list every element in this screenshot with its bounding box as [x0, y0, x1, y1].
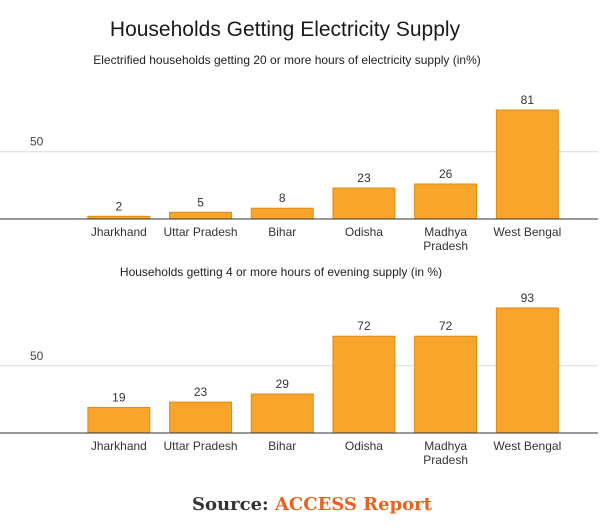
c1-value-label-1: 5 — [197, 195, 204, 209]
c2-bar-2 — [250, 393, 314, 434]
c1-category-label-2: Bihar — [268, 225, 296, 239]
c2-value-label-5: 93 — [521, 291, 535, 305]
c2-value-label-4: 72 — [439, 319, 453, 333]
c1-category-label-4-1: Pradesh — [423, 239, 468, 253]
c2-bar-1 — [169, 401, 233, 434]
c1-value-label-2: 8 — [279, 191, 286, 205]
c1-category-label-4-0: Madhya — [424, 225, 467, 239]
c1-value-label-5: 81 — [521, 93, 535, 107]
c2-category-label-4-1: Pradesh — [423, 453, 468, 467]
c2-category-label-2: Bihar — [268, 439, 296, 453]
c1-category-label-1: Uttar Pradesh — [164, 225, 238, 239]
chart-20-hours-svg: Electrified households getting 20 or mor… — [0, 53, 598, 253]
c2-bar-3 — [332, 335, 396, 434]
c2-bar-0 — [87, 406, 151, 434]
c1-value-label-3: 23 — [357, 171, 371, 185]
c2-category-label-1: Uttar Pradesh — [164, 439, 238, 453]
c1-value-label-4: 26 — [439, 167, 453, 181]
c1-value-label-0: 2 — [116, 199, 123, 213]
c2-category-label-5: West Bengal — [493, 439, 561, 453]
c1-category-label-0: Jharkhand — [91, 225, 147, 239]
c1-ytick-50: 50 — [30, 135, 44, 149]
c1-category-label-3: Odisha — [345, 225, 383, 239]
c2-value-label-3: 72 — [357, 319, 371, 333]
c1-bar-3 — [332, 187, 396, 220]
c2-bar-4 — [414, 335, 478, 434]
c2-value-label-2: 29 — [276, 377, 290, 391]
c2-bar-5 — [495, 307, 559, 434]
c1-subtitle: Electrified households getting 20 or mor… — [93, 53, 481, 67]
chart-20-hours-supply: Electrified households getting 20 or mor… — [0, 44, 600, 254]
c1-bar-2 — [250, 207, 314, 220]
c2-category-label-4-0: Madhya — [424, 439, 467, 453]
c1-bar-4 — [414, 183, 478, 220]
chart-evening-svg: Households getting 4 or more hours of ev… — [0, 265, 598, 467]
source-label: Source: — [192, 494, 269, 515]
c1-category-label-5: West Bengal — [493, 225, 561, 239]
source-note: Source: ACCESS Report — [0, 494, 600, 515]
chart-evening-supply: Households getting 4 or more hours of ev… — [0, 262, 600, 474]
c2-value-label-1: 23 — [194, 385, 208, 399]
c2-ytick-50: 50 — [30, 349, 44, 363]
c2-category-label-0: Jharkhand — [91, 439, 147, 453]
c1-bar-1 — [169, 211, 233, 220]
source-org: ACCESS Report — [274, 494, 432, 515]
c2-category-label-3: Odisha — [345, 439, 383, 453]
c1-bar-5 — [495, 109, 559, 220]
c2-value-label-0: 19 — [112, 390, 126, 404]
page-title: Households Getting Electricity Supply — [109, 18, 461, 41]
c2-subtitle: Households getting 4 or more hours of ev… — [120, 265, 442, 279]
